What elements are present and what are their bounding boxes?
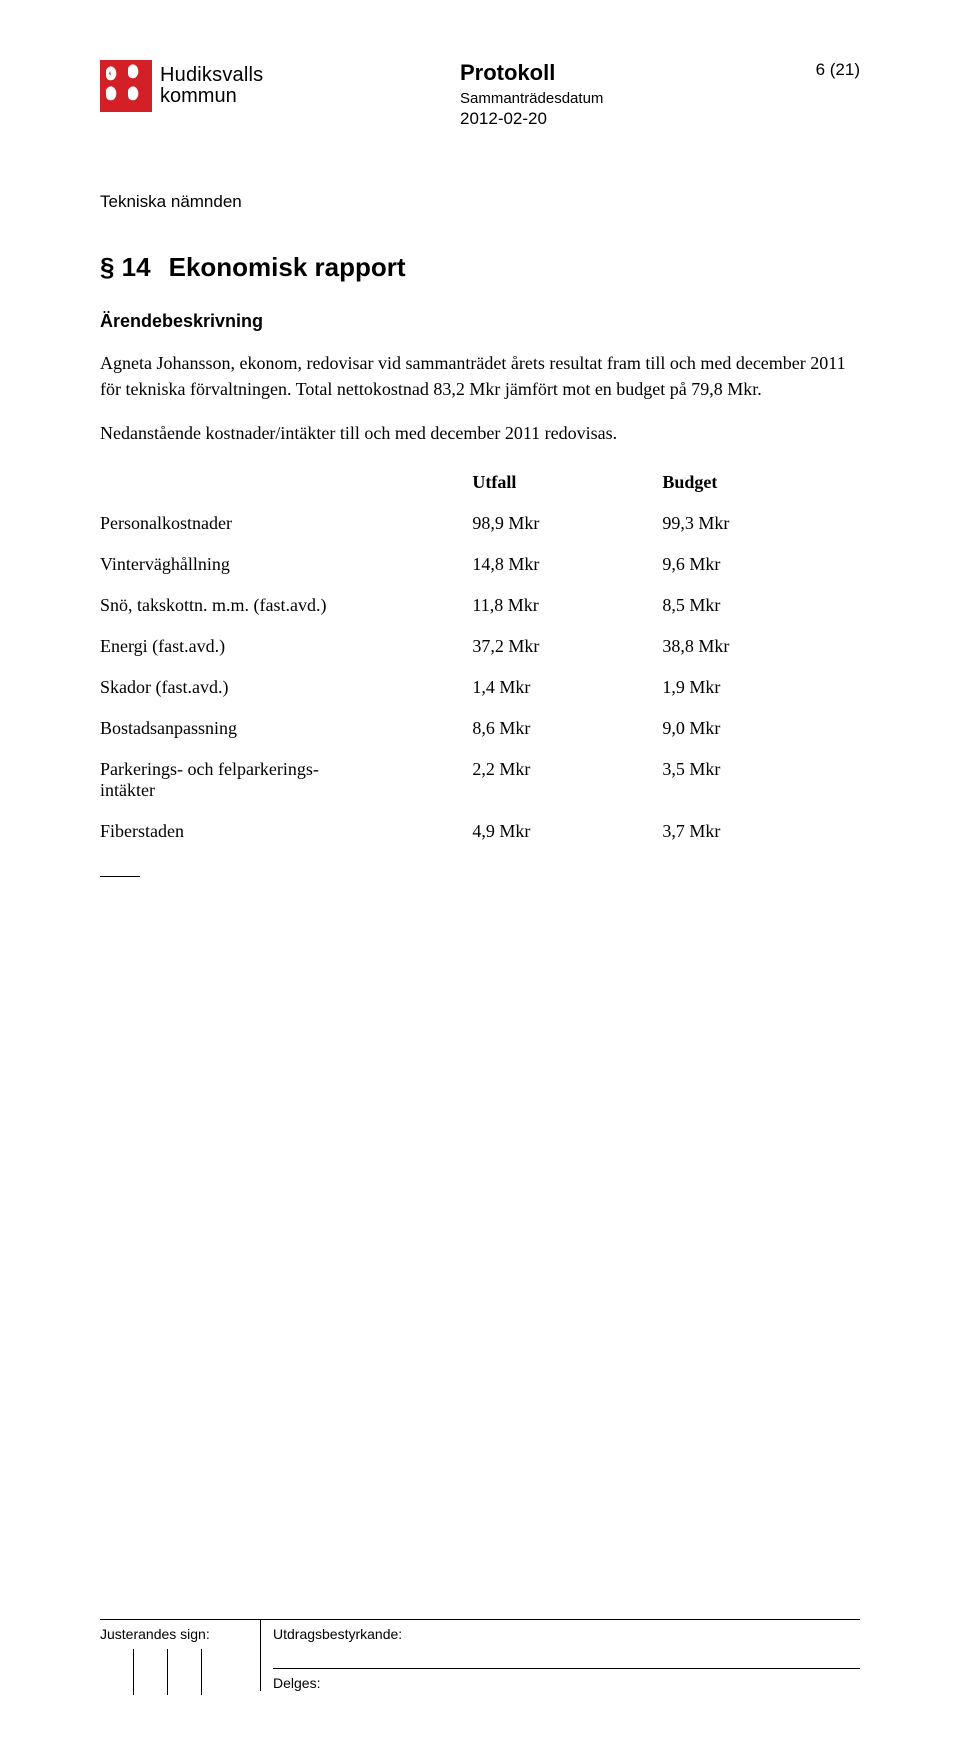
footer: Justerandes sign: Utdragsbestyrkande: De… [100, 1619, 860, 1695]
row-utfall: 14,8 Mkr [472, 544, 662, 585]
col-budget: Budget [662, 462, 860, 503]
row-budget: 9,0 Mkr [662, 708, 860, 749]
cost-table: Utfall Budget Personalkostnader 98,9 Mkr… [100, 462, 860, 852]
org-name-line2: kommun [160, 86, 263, 107]
delges-label: Delges: [273, 1669, 860, 1691]
org-logo-block: Hudiksvalls kommun [100, 60, 263, 112]
row-utfall: 1,4 Mkr [472, 667, 662, 708]
row-label: Skador (fast.avd.) [100, 667, 472, 708]
sign-boxes [100, 1649, 252, 1695]
footer-grid: Justerandes sign: Utdragsbestyrkande: De… [100, 1619, 860, 1695]
table-row: Fiberstaden 4,9 Mkr 3,7 Mkr [100, 811, 860, 852]
table-row: Bostadsanpassning 8,6 Mkr 9,0 Mkr [100, 708, 860, 749]
row-label: Parkerings- och felparkerings- intäkter [100, 749, 472, 811]
row-label: Snö, takskottn. m.m. (fast.avd.) [100, 585, 472, 626]
row-label: Bostadsanpassning [100, 708, 472, 749]
row-budget: 3,5 Mkr [662, 749, 860, 811]
sign-box [100, 1649, 134, 1695]
row-utfall: 11,8 Mkr [472, 585, 662, 626]
paragraph-2: Nedanstående kostnader/intäkter till och… [100, 420, 860, 446]
table-header-row: Utfall Budget [100, 462, 860, 503]
table-row: Personalkostnader 98,9 Mkr 99,3 Mkr [100, 503, 860, 544]
header-center: Protokoll Sammanträdesdatum 2012-02-20 [460, 60, 603, 129]
row-label: Vinterväghållning [100, 544, 472, 585]
doc-date: 2012-02-20 [460, 109, 603, 129]
justerandes-label: Justerandes sign: [100, 1626, 252, 1643]
page-number: 6 (21) [816, 60, 860, 80]
row-utfall: 8,6 Mkr [472, 708, 662, 749]
row-budget: 99,3 Mkr [662, 503, 860, 544]
row-utfall: 98,9 Mkr [472, 503, 662, 544]
committee-name: Tekniska nämnden [100, 192, 860, 212]
table-row: Vinterväghållning 14,8 Mkr 9,6 Mkr [100, 544, 860, 585]
section-heading: § 14 Ekonomisk rapport [100, 252, 860, 283]
row-budget: 1,9 Mkr [662, 667, 860, 708]
logo-mark [100, 60, 152, 112]
org-name: Hudiksvalls kommun [160, 65, 263, 107]
header: Hudiksvalls kommun Protokoll Sammanträde… [100, 60, 860, 112]
paragraph-1: Agneta Johansson, ekonom, redovisar vid … [100, 350, 860, 402]
section-title: Ekonomisk rapport [169, 252, 406, 282]
table-row: Parkerings- och felparkerings- intäkter … [100, 749, 860, 811]
sign-box [134, 1649, 168, 1695]
page: Hudiksvalls kommun Protokoll Sammanträde… [0, 0, 960, 1755]
row-utfall: 4,9 Mkr [472, 811, 662, 852]
row-utfall: 2,2 Mkr [472, 749, 662, 811]
table-row: Snö, takskottn. m.m. (fast.avd.) 11,8 Mk… [100, 585, 860, 626]
short-rule [100, 876, 140, 877]
utdrag-label: Utdragsbestyrkande: [273, 1626, 860, 1669]
sign-box [168, 1649, 202, 1695]
description-heading: Ärendebeskrivning [100, 311, 860, 332]
section-number: § 14 [100, 252, 151, 282]
row-budget: 3,7 Mkr [662, 811, 860, 852]
footer-left: Justerandes sign: [100, 1620, 260, 1695]
col-utfall: Utfall [472, 462, 662, 503]
row-budget: 9,6 Mkr [662, 544, 860, 585]
doc-title: Protokoll [460, 60, 603, 86]
goat-heads-icon [100, 60, 152, 112]
row-label: Energi (fast.avd.) [100, 626, 472, 667]
org-name-line1: Hudiksvalls [160, 65, 263, 86]
row-label: Fiberstaden [100, 811, 472, 852]
table-row: Energi (fast.avd.) 37,2 Mkr 38,8 Mkr [100, 626, 860, 667]
footer-right: Utdragsbestyrkande: Delges: [260, 1620, 860, 1691]
row-budget: 38,8 Mkr [662, 626, 860, 667]
col-spacer [100, 462, 472, 503]
row-budget: 8,5 Mkr [662, 585, 860, 626]
row-label: Personalkostnader [100, 503, 472, 544]
row-utfall: 37,2 Mkr [472, 626, 662, 667]
table-row: Skador (fast.avd.) 1,4 Mkr 1,9 Mkr [100, 667, 860, 708]
doc-subhead: Sammanträdesdatum [460, 90, 603, 107]
